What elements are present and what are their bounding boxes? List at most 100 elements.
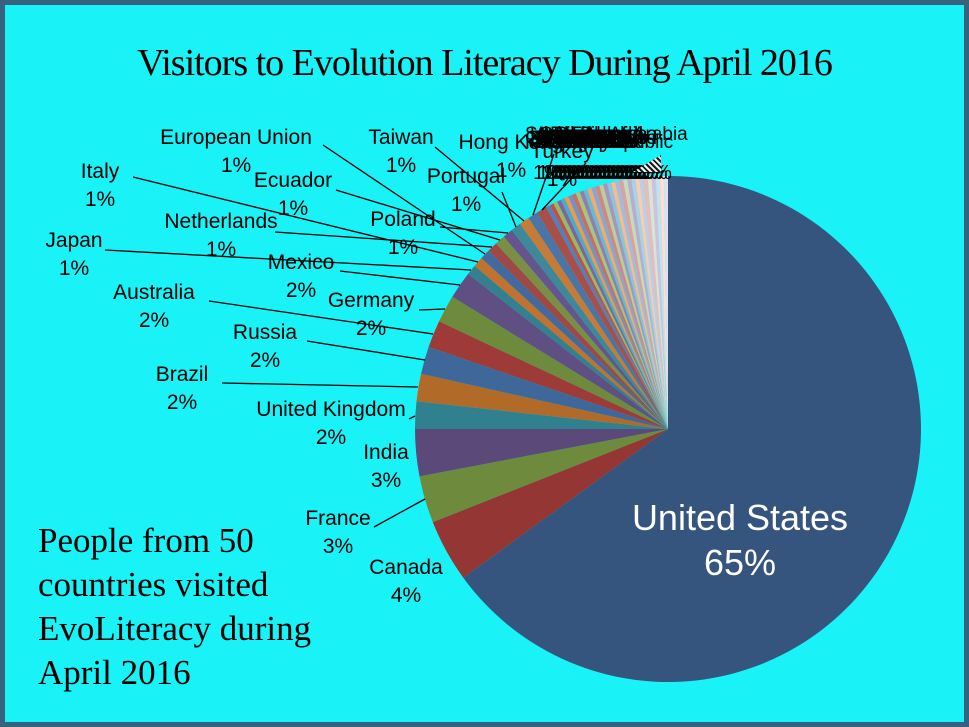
caption-line: countries visited <box>38 565 269 604</box>
pie-slice-brazil <box>416 373 668 429</box>
leader-line-united-kingdom <box>408 415 416 420</box>
leader-line-brazil <box>221 382 419 388</box>
pie-chart <box>104 144 921 682</box>
pie-callout-turkey: Turkey 1% <box>530 138 593 194</box>
leader-line-netherlands <box>274 231 493 248</box>
pie-callout-european-union: European Union 1% <box>160 124 312 180</box>
leader-line-mexico <box>339 270 461 286</box>
pie-slice-portugal <box>511 223 668 429</box>
stacked-country-label: Malaysia <box>560 132 635 153</box>
callout-percent: 2% <box>249 349 281 372</box>
stacked-country-label: Norway <box>560 128 625 149</box>
pie-sliver-8 <box>575 191 668 429</box>
pie-sliver-4 <box>560 198 668 429</box>
pie-callout-australia: Australia 2% <box>113 279 195 335</box>
pie-callout-brazil: Brazil 2% <box>156 361 209 417</box>
pie-sliver-29 <box>659 176 668 429</box>
pie-sliver-18 <box>615 180 668 429</box>
pie-sliver-13 <box>595 185 668 429</box>
callout-percent: 4% <box>390 584 422 607</box>
pie-slice-poland <box>503 230 668 429</box>
callout-percent: 1% <box>277 197 309 220</box>
pie-slice-japan <box>468 265 668 429</box>
stacked-percent-label: 0% <box>590 162 620 184</box>
stacked-country-label: Argentina <box>535 124 617 145</box>
stacked-percent-label: 0% <box>599 162 628 184</box>
callout-country: Germany <box>327 289 415 312</box>
pie-slice-russia <box>421 347 668 429</box>
pie-sliver-1 <box>549 203 668 429</box>
stacked-country-label: South Korea <box>525 124 631 145</box>
chart-title: Visitors to Evolution Literacy During Ap… <box>137 42 833 84</box>
stacked-country-label: Denmark <box>565 132 643 153</box>
stacked-country-label: South Africa <box>555 124 658 145</box>
us-slice-pct: 65% <box>703 542 777 583</box>
pie-sliver-2 <box>553 201 668 429</box>
leader-line-japan <box>104 249 472 271</box>
us-slice-label: United States 65% <box>632 495 848 585</box>
stacked-country-label: Hungary <box>535 128 607 149</box>
stacked-country-label: China <box>575 132 625 153</box>
stacked-percent-label: 0% <box>581 162 611 184</box>
pie-sliver-0 <box>546 205 668 429</box>
pie-sliver-6 <box>568 194 668 429</box>
leader-line-turkey <box>541 162 587 211</box>
stacked-country-label: Czech Republic <box>540 132 674 153</box>
leader-line-poland <box>439 226 509 234</box>
pie-slice-hong-kong <box>528 212 668 429</box>
stacked-country-label: Ireland <box>585 124 644 145</box>
pie-slice-united-states <box>463 176 921 682</box>
pie-callout-portugal: Portugal 1% <box>427 163 505 219</box>
caption: People from 50 countries visited EvoLite… <box>38 519 311 695</box>
pie-sliver-21 <box>627 178 668 429</box>
stacked-percent-label: 0% <box>563 162 593 184</box>
pie-sliver-5 <box>564 196 668 429</box>
pie-sliver-27 <box>651 176 668 429</box>
callout-country: Japan <box>45 229 103 252</box>
callout-percent: 1% <box>220 154 252 177</box>
callout-percent: 2% <box>355 317 387 340</box>
pie-slice-mexico <box>452 273 668 429</box>
callout-percent: 1% <box>546 168 578 191</box>
stacked-percent-label: 0% <box>546 162 576 184</box>
pie-sliver-16 <box>607 182 668 429</box>
pie-callout-hong-kong: Hong Kong 1% <box>458 129 563 185</box>
callout-country: Turkey <box>530 140 594 163</box>
callout-percent: 1% <box>450 193 482 216</box>
callout-country: India <box>363 441 409 464</box>
stacked-percent-label: 0% <box>603 162 633 184</box>
callout-percent: 2% <box>166 391 198 414</box>
stacked-country-label: Peru <box>550 124 591 145</box>
callout-percent: 3% <box>322 535 354 558</box>
pie-callout-united-kingdom: United Kingdom 2% <box>256 396 405 452</box>
callout-country: Russia <box>232 321 298 344</box>
pie-sliver-23 <box>635 177 668 429</box>
pie-slice-italy <box>474 258 668 429</box>
callout-percent: 3% <box>370 469 402 492</box>
leader-line-australia <box>208 300 434 335</box>
pie-slice-turkey <box>537 207 668 429</box>
stacked-percent-label: 0% <box>594 162 624 184</box>
stacked-percent-label: 0% <box>555 162 584 184</box>
stacked-percent-label: 0% <box>612 162 642 184</box>
stacked-percent-label: 0% <box>559 162 589 184</box>
callout-percent: 1% <box>385 154 417 177</box>
callout-country: Italy <box>80 160 120 183</box>
stacked-country-label: Colombia <box>540 128 621 149</box>
caption-line: EvoLiteracy during <box>38 609 312 648</box>
leader-line-european-union <box>322 144 486 255</box>
stacked-country-label: Finland <box>570 124 633 145</box>
leader-line-ecuador <box>335 189 501 241</box>
callout-country: Brazil <box>155 363 209 386</box>
callout-country: Taiwan <box>368 126 434 149</box>
stacked-country-label: Switzerland <box>540 124 639 145</box>
pie-callout-poland: Poland 1% <box>370 206 435 262</box>
pie-slice-taiwan <box>520 218 668 429</box>
callout-percent: 2% <box>315 426 347 449</box>
callout-percent: 1% <box>84 188 116 211</box>
leader-line-germany <box>418 308 446 311</box>
callout-country: Netherlands <box>164 210 278 233</box>
pie-callout-mexico: Mexico 2% <box>268 249 335 305</box>
pie-callout-italy: Italy 1% <box>81 158 120 214</box>
